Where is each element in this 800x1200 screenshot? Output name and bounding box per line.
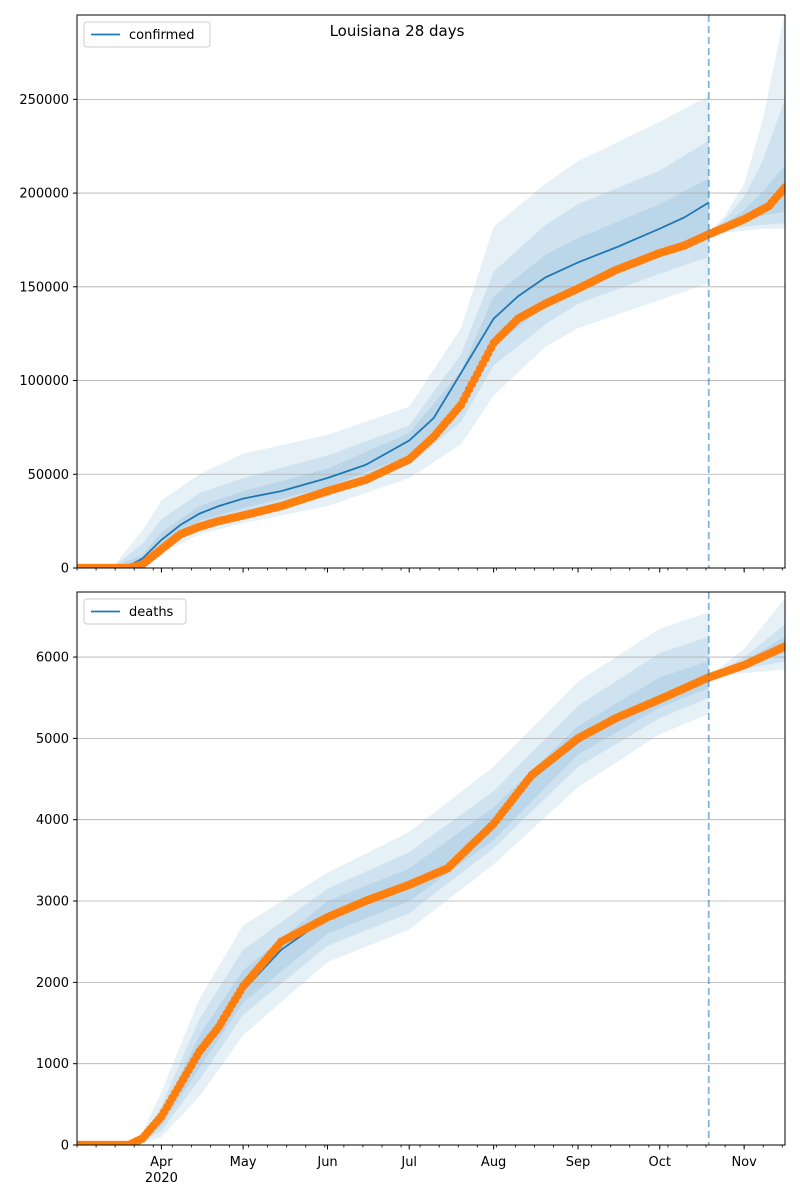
x-tick-label: Sep bbox=[566, 1155, 591, 1170]
y-tick-label: 4000 bbox=[36, 813, 69, 828]
uncertainty-band bbox=[77, 612, 709, 1145]
panel-1: 0 1000 2000 3000 4000 5000 6000 Apr May Jun Jul Aug… bbox=[36, 591, 786, 1186]
y-tick-label: 0 bbox=[61, 1139, 69, 1154]
x-tick-label: Oct bbox=[648, 1155, 670, 1170]
y-tick-label: 200000 bbox=[19, 187, 69, 202]
model-line bbox=[77, 201, 710, 568]
legend-label: confirmed bbox=[129, 28, 195, 43]
panel-0: 0 50000 100000 150000 200000 250000 confirmed bbox=[19, 14, 786, 577]
legend-label: deaths bbox=[129, 605, 174, 620]
x-tick-label: May bbox=[230, 1155, 257, 1170]
x-year-label: 2020 bbox=[145, 1171, 178, 1186]
plot-area bbox=[77, 15, 785, 568]
figure-title: Louisiana 28 days bbox=[330, 22, 465, 40]
uncertainty-band bbox=[77, 661, 709, 1145]
legend-box bbox=[83, 598, 187, 625]
x-tick-label: Apr bbox=[150, 1155, 173, 1170]
uncertainty-band bbox=[77, 140, 709, 568]
x-tick-label: Nov bbox=[731, 1155, 757, 1170]
y-tick-label: 50000 bbox=[28, 468, 69, 483]
axes-frame bbox=[76, 591, 786, 1146]
y-tick-label: 250000 bbox=[19, 93, 69, 108]
uncertainty-band bbox=[708, 624, 785, 678]
observed-point bbox=[780, 642, 785, 651]
uncertainty-band bbox=[708, 15, 785, 237]
plot-area bbox=[77, 592, 785, 1145]
legend: confirmed bbox=[83, 21, 211, 48]
x-tick-label: Aug bbox=[481, 1155, 506, 1170]
y-tick-label: 1000 bbox=[36, 1057, 69, 1072]
x-tick-label: Jul bbox=[400, 1155, 417, 1170]
y-tick-label: 6000 bbox=[36, 651, 69, 666]
legend: deaths bbox=[83, 598, 187, 625]
y-tick-label: 2000 bbox=[36, 976, 69, 991]
y-tick-label: 5000 bbox=[36, 732, 69, 747]
observed-point bbox=[780, 183, 785, 192]
y-tick-label: 3000 bbox=[36, 895, 69, 910]
legend-box bbox=[83, 21, 211, 48]
y-tick-label: 100000 bbox=[19, 374, 69, 389]
axes-frame bbox=[76, 14, 786, 569]
x-tick-label: Jun bbox=[316, 1155, 337, 1170]
uncertainty-band bbox=[708, 99, 785, 237]
uncertainty-band bbox=[77, 95, 709, 568]
y-tick-label: 150000 bbox=[19, 280, 69, 295]
y-tick-label: 0 bbox=[61, 562, 69, 577]
